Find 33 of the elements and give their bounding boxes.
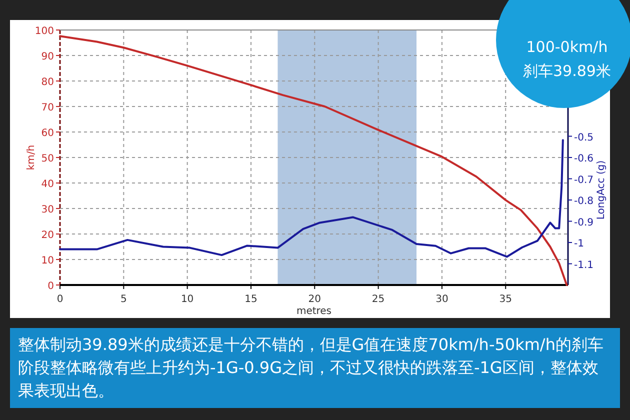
y2-tick-label: -0.5 xyxy=(574,132,594,144)
y-tick-label: 80 xyxy=(41,77,54,88)
y2-tick-label: -0.7 xyxy=(574,174,594,186)
x-axis-title: metres xyxy=(296,306,332,317)
x-tick-label: 15 xyxy=(244,294,258,305)
y-tick-label: 40 xyxy=(41,179,54,190)
y-tick-label: 0 xyxy=(48,281,54,292)
text: 整体制动39.89米的成绩还是十分不错的，但是G值在速度70km/h-50km/h的刹车阶段整体略微有些上升约为-1G-0.9G之间，不过又很快的跌落至-1G区间，整体效果表现出色。 xyxy=(10,328,620,408)
annotation: 100-0km/h xyxy=(526,38,608,56)
x-tick-label: 35 xyxy=(499,294,512,305)
y2-tick-label: -0.9 xyxy=(574,217,594,228)
y2-tick-label: -1 xyxy=(574,238,584,250)
y-tick-label: 50 xyxy=(41,154,54,164)
x-tick-label: 20 xyxy=(308,294,322,305)
y-tick-label: 70 xyxy=(41,102,54,114)
x-tick-label: 30 xyxy=(436,294,448,305)
y-axis-title: km/h xyxy=(26,144,37,170)
y2-tick-label: -1.1 xyxy=(574,260,594,271)
y-tick-label: 100 xyxy=(34,26,54,37)
y2-tick-label: -0.8 xyxy=(574,196,594,207)
annotation: 刹车39.89米 xyxy=(523,62,611,80)
y2-tick-label: -0.6 xyxy=(574,154,594,164)
x-tick-label: 5 xyxy=(120,294,127,305)
x-tick-label: 25 xyxy=(372,294,385,305)
y-tick-label: 20 xyxy=(41,230,54,241)
x-tick-label: 0 xyxy=(56,294,64,305)
line-series xyxy=(59,139,564,258)
y-tick-label: 60 xyxy=(41,128,54,139)
y-tick-label: 10 xyxy=(41,256,54,266)
y-tick-label: 30 xyxy=(41,204,54,216)
y-tick-label: 90 xyxy=(41,52,54,62)
y2-axis-title: LongAcc (g) xyxy=(596,160,607,220)
x-tick-label: 10 xyxy=(180,294,194,305)
